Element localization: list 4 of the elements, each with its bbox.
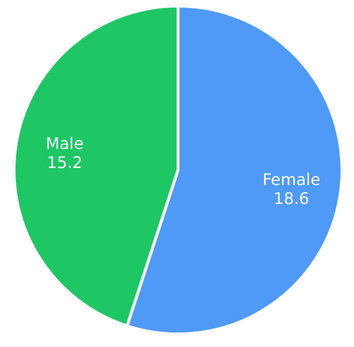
data-label: 18.6: [274, 189, 310, 208]
slice-label: Male: [46, 134, 84, 153]
data-label: 15.2: [46, 152, 82, 172]
slice-label: Female: [262, 170, 320, 189]
